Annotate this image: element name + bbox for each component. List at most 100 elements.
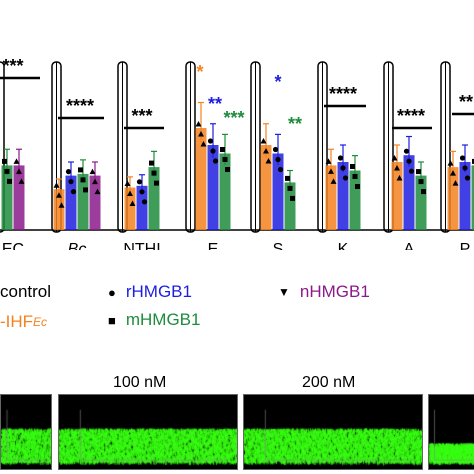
point-NTHI-rHMGB1-0: [136, 179, 143, 185]
point-P-rHMGB1-1: [462, 165, 468, 171]
square-marker-icon: ■: [108, 312, 116, 328]
bar-NTHI-rHMGB1: [136, 185, 148, 230]
point-Bc-mHMGB1-0: [78, 167, 83, 173]
point-A-rHMGB1-1: [406, 158, 412, 164]
significance-EC-0: ***: [2, 56, 23, 76]
point-E-control-1: [198, 131, 204, 137]
bar-E-control: [195, 128, 207, 230]
bar-EC-mHMGB1: [1, 165, 13, 230]
point-NTHI-rHMGB1-1: [139, 189, 145, 195]
point-S-control-0: [260, 138, 267, 144]
point-P-control-0: [447, 160, 454, 166]
legend-control: control: [0, 282, 51, 302]
point-K-mHMGB1-2: [355, 184, 360, 189]
legend-rhmgb1: ● rHMGB1: [108, 282, 192, 302]
tick-label-E: E: [208, 241, 219, 250]
triangle-down-marker-icon: ▼: [278, 285, 290, 299]
point-K-rHMGB1-2: [342, 175, 349, 181]
significance-A-9: ****: [397, 106, 425, 126]
point-E-control-2: [200, 141, 207, 147]
bar-A-mHMGB1: [415, 175, 427, 230]
legend-mhmgb1-label: mHMGB1: [125, 310, 201, 329]
point-K-control-1: [328, 168, 334, 174]
bar-S-control: [260, 145, 272, 230]
circle-marker-icon: ●: [108, 284, 116, 300]
point-A-mHMGB1-1: [418, 179, 424, 185]
axis-break-0: [0, 61, 5, 233]
significance-S-7: **: [288, 114, 302, 134]
point-A-control-0: [391, 155, 398, 161]
point-Bc-rHMGB1-2: [70, 189, 77, 195]
point-K-control-2: [330, 178, 337, 184]
bar-A-control: [391, 162, 403, 230]
bar-P-rHMGB1: [459, 162, 471, 230]
point-Bc-mHMGB1-2: [83, 187, 88, 193]
point-A-rHMGB1-2: [408, 168, 415, 174]
point-NTHI-control-2: [129, 200, 136, 206]
bar-NTHI-mHMGB1: [148, 167, 160, 230]
point-P-rHMGB1-0: [459, 155, 466, 161]
point-A-mHMGB1-0: [416, 169, 421, 175]
point-P-rHMGB1-2: [464, 175, 471, 181]
microscopy-panel-2: [58, 394, 238, 470]
bar-E-rHMGB1: [207, 145, 219, 230]
point-S-rHMGB1-0: [272, 146, 279, 153]
point-E-mHMGB1-2: [225, 167, 230, 172]
point-NTHI-control-1: [127, 190, 133, 196]
bar-K-control: [325, 165, 337, 230]
concentration-200: 200 nM: [302, 374, 356, 391]
point-Bc-nHMGB1-2: [94, 188, 101, 195]
point-P-control-2: [452, 180, 459, 186]
bar-Bc-nHMGB1: [89, 175, 101, 230]
significance-E-4: **: [208, 94, 222, 114]
significance-E-5: ***: [223, 108, 244, 128]
bar-P-mHMGB1: [471, 165, 474, 230]
point-NTHI-rHMGB1-2: [141, 199, 148, 205]
point-A-mHMGB1-2: [421, 189, 426, 195]
point-EC-nHMGB1-2: [18, 178, 25, 184]
point-P-mHMGB1-0: [472, 158, 474, 164]
point-A-rHMGB1-0: [403, 148, 410, 154]
significance-Bc-1: ****: [66, 96, 94, 116]
legend-ihf-label: -IHF: [0, 312, 34, 331]
legend-nhmgb1-label: nHMGB1: [299, 282, 370, 301]
microscopy-panel-4: [428, 394, 474, 470]
point-S-rHMGB1-2: [277, 166, 284, 173]
point-E-mHMGB1-1: [222, 157, 228, 162]
point-S-mHMGB1-1: [287, 185, 293, 191]
point-Bc-control-2: [58, 202, 65, 208]
significance-P-10: **: [459, 92, 473, 112]
bar-EC-nHMGB1: [13, 165, 25, 230]
point-EC-nHMGB1-0: [13, 158, 20, 164]
point-K-control-0: [325, 158, 332, 164]
bar-Bc-mHMGB1: [77, 173, 89, 230]
point-S-mHMGB1-0: [285, 175, 290, 181]
point-K-rHMGB1-1: [340, 165, 346, 171]
tick-label-A: A: [404, 241, 415, 250]
tick-label-K: K: [338, 241, 349, 250]
tick-label-P: P: [460, 241, 471, 250]
bar-Bc-control: [53, 189, 65, 230]
legend-rhmgb1-label: rHMGB1: [125, 282, 192, 301]
bar-A-rHMGB1: [403, 155, 415, 230]
point-Bc-nHMGB1-0: [89, 168, 96, 175]
point-Bc-rHMGB1-0: [65, 169, 72, 175]
tick-label-Bc: Bc: [68, 241, 87, 250]
point-Bc-mHMGB1-1: [80, 177, 86, 183]
point-EC-mHMGB1-0: [2, 158, 7, 164]
point-E-rHMGB1-2: [212, 158, 219, 164]
legend: control -IHF Ec ● rHMGB1 ■ mHMGB1 ▼ nHMGB…: [0, 272, 474, 342]
point-E-rHMGB1-1: [210, 148, 216, 154]
point-S-mHMGB1-2: [290, 195, 295, 201]
legend-control-label: control: [0, 282, 52, 301]
bar-E-mHMGB1: [219, 153, 231, 230]
legend-ihf-subscript: Ec: [33, 315, 48, 329]
point-K-mHMGB1-1: [352, 174, 358, 179]
point-S-control-2: [265, 158, 272, 164]
point-NTHI-control-0: [124, 180, 131, 186]
point-Bc-control-1: [56, 192, 62, 198]
point-Bc-rHMGB1-1: [68, 179, 74, 185]
bar-S-rHMGB1: [272, 153, 284, 230]
bar-P-control: [447, 167, 459, 230]
point-Bc-nHMGB1-1: [92, 178, 98, 185]
